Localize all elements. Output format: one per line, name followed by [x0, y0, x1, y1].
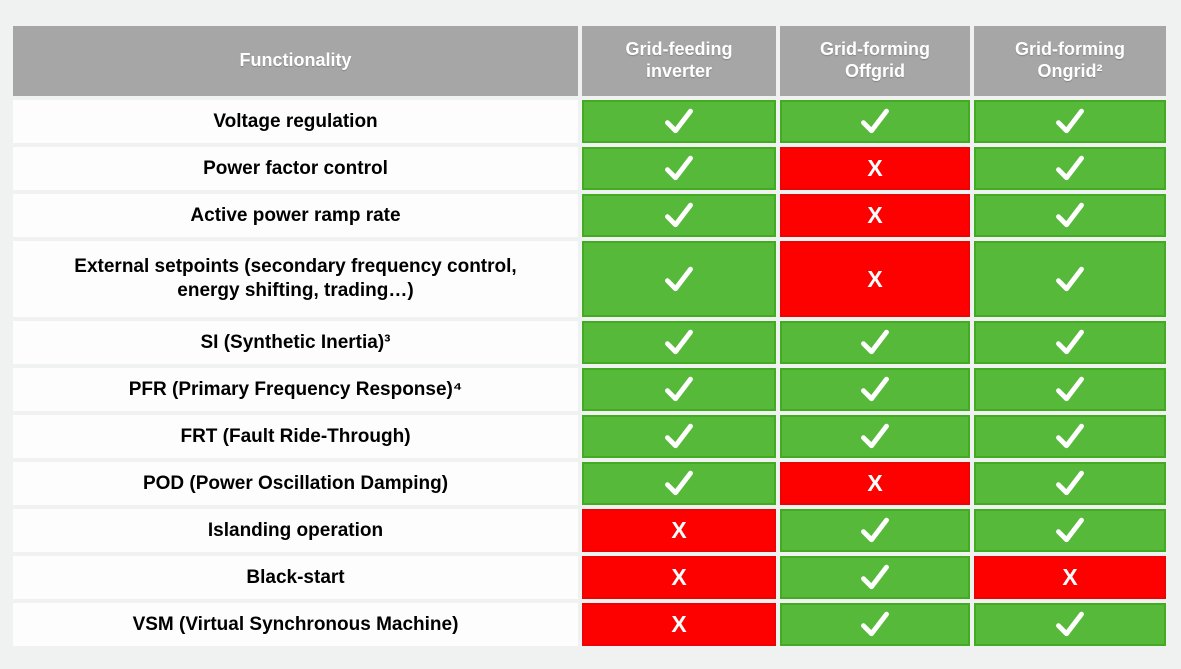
cross-icon: X: [671, 611, 687, 637]
status-cell-supported: X: [780, 556, 970, 599]
header-label: Grid-feeding inverter: [625, 39, 733, 81]
header-cell-grid-feeding-inverter: Grid-feeding inverter: [582, 26, 776, 96]
functionality-cell: FRT (Fault Ride-Through): [13, 415, 578, 458]
check-icon: [861, 108, 889, 134]
status-cell-supported: X: [974, 147, 1166, 190]
check-icon: [861, 611, 889, 637]
check-icon: [861, 564, 889, 590]
status-cell-not-supported: X: [780, 462, 970, 505]
status-cell-supported: X: [582, 241, 776, 317]
status-cell-not-supported: X: [582, 509, 776, 552]
status-cell-supported: X: [582, 321, 776, 364]
functionality-cell: Power factor control: [13, 147, 578, 190]
status-cell-not-supported: X: [582, 603, 776, 646]
row-label: FRT (Fault Ride-Through): [180, 425, 411, 447]
check-icon: [665, 329, 693, 355]
row-label: SI (Synthetic Inertia)³: [200, 331, 391, 353]
status-cell-supported: X: [780, 321, 970, 364]
row-label: VSM (Virtual Synchronous Machine): [132, 613, 459, 635]
row-label: POD (Power Oscillation Damping): [142, 472, 449, 494]
header-cell-functionality: Functionality: [13, 26, 578, 96]
row-label: Islanding operation: [207, 519, 384, 541]
check-icon: [665, 423, 693, 449]
status-cell-supported: X: [582, 100, 776, 143]
cross-icon: X: [867, 265, 883, 292]
check-icon: [665, 202, 693, 228]
status-cell-not-supported: X: [780, 147, 970, 190]
header-label: Functionality: [239, 50, 352, 71]
status-cell-supported: X: [974, 241, 1166, 317]
cross-icon: X: [671, 564, 687, 590]
status-cell-supported: X: [780, 368, 970, 411]
check-icon: [1056, 266, 1084, 291]
status-cell-supported: X: [974, 368, 1166, 411]
status-cell-supported: X: [582, 462, 776, 505]
comparison-table: Functionality Grid-feeding inverter Grid…: [13, 26, 1166, 646]
check-icon: [1056, 611, 1084, 637]
status-cell-supported: X: [974, 100, 1166, 143]
functionality-cell: POD (Power Oscillation Damping): [13, 462, 578, 505]
status-cell-supported: X: [974, 194, 1166, 237]
cross-icon: X: [867, 202, 883, 228]
check-icon: [665, 155, 693, 181]
check-icon: [665, 470, 693, 496]
header-label: Grid-forming Offgrid: [820, 39, 930, 81]
status-cell-supported: X: [974, 462, 1166, 505]
header-label: Grid-forming Ongrid²: [1015, 39, 1125, 81]
check-icon: [665, 266, 693, 291]
cross-icon: X: [867, 155, 883, 181]
functionality-cell: Islanding operation: [13, 509, 578, 552]
cross-icon: X: [1062, 564, 1078, 590]
status-cell-supported: X: [582, 147, 776, 190]
functionality-cell: Voltage regulation: [13, 100, 578, 143]
check-icon: [1056, 329, 1084, 355]
check-icon: [1056, 517, 1084, 543]
check-icon: [1056, 423, 1084, 449]
row-label: Active power ramp rate: [190, 204, 401, 226]
status-cell-supported: X: [974, 415, 1166, 458]
functionality-cell: SI (Synthetic Inertia)³: [13, 321, 578, 364]
status-cell-supported: X: [582, 415, 776, 458]
status-cell-supported: X: [974, 603, 1166, 646]
check-icon: [1056, 108, 1084, 134]
status-cell-supported: X: [780, 509, 970, 552]
check-icon: [665, 376, 693, 402]
check-icon: [861, 329, 889, 355]
functionality-cell: Active power ramp rate: [13, 194, 578, 237]
check-icon: [665, 108, 693, 134]
row-label: PFR (Primary Frequency Response)⁴: [128, 378, 463, 400]
row-label: External setpoints (secondary frequency …: [74, 256, 517, 301]
check-icon: [861, 517, 889, 543]
check-icon: [1056, 470, 1084, 496]
header-cell-grid-forming-offgrid: Grid-forming Offgrid: [780, 26, 970, 96]
status-cell-supported: X: [780, 100, 970, 143]
status-cell-supported: X: [974, 509, 1166, 552]
status-cell-not-supported: X: [780, 241, 970, 317]
functionality-cell: Black-start: [13, 556, 578, 599]
row-label: Power factor control: [203, 157, 388, 179]
status-cell-supported: X: [780, 415, 970, 458]
status-cell-supported: X: [974, 321, 1166, 364]
cross-icon: X: [867, 470, 883, 496]
status-cell-not-supported: X: [780, 194, 970, 237]
functionality-cell: VSM (Virtual Synchronous Machine): [13, 603, 578, 646]
status-cell-supported: X: [582, 368, 776, 411]
header-cell-grid-forming-ongrid: Grid-forming Ongrid²: [974, 26, 1166, 96]
status-cell-not-supported: X: [974, 556, 1166, 599]
functionality-cell: PFR (Primary Frequency Response)⁴: [13, 368, 578, 411]
check-icon: [1056, 155, 1084, 181]
cross-icon: X: [671, 517, 687, 543]
check-icon: [1056, 376, 1084, 402]
check-icon: [861, 423, 889, 449]
check-icon: [861, 376, 889, 402]
status-cell-not-supported: X: [582, 556, 776, 599]
functionality-cell: External setpoints (secondary frequency …: [13, 241, 578, 317]
status-cell-supported: X: [780, 603, 970, 646]
check-icon: [1056, 202, 1084, 228]
row-label: Black-start: [246, 566, 345, 588]
row-label: Voltage regulation: [213, 110, 378, 132]
status-cell-supported: X: [582, 194, 776, 237]
